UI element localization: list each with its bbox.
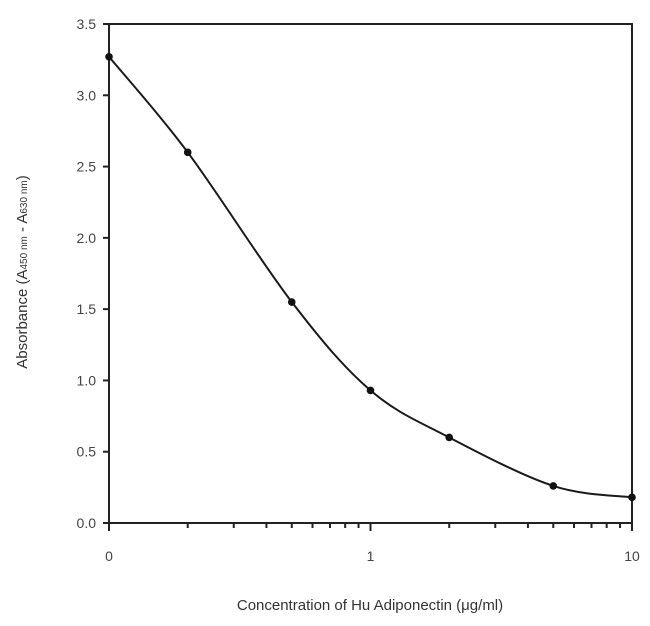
data-point (549, 482, 558, 490)
data-point (105, 52, 113, 61)
data-points (105, 52, 636, 502)
y-tick-label: 3.0 (77, 87, 97, 103)
data-point (183, 148, 192, 157)
x-axis: 0 1 10 (105, 523, 640, 564)
x-tick-label: 1 (367, 548, 375, 564)
data-point (287, 298, 296, 306)
y-tick-label: 2.0 (77, 230, 97, 246)
x-tick-label: 0 (105, 548, 113, 564)
y-tick-label: 0.5 (77, 444, 97, 460)
y-tick-label: 1.0 (77, 372, 97, 388)
data-point (628, 493, 636, 502)
x-axis-title: Concentration of Hu Adiponectin (μg/ml) (237, 597, 503, 614)
y-tick-label: 3.5 (77, 16, 97, 32)
plot-frame (108, 23, 633, 524)
data-line (108, 56, 633, 499)
x-tick-label: 10 (624, 548, 640, 564)
y-tick-label: 2.5 (77, 159, 97, 175)
y-axis: 0.0 0.5 1.0 1.5 2.0 2.5 3.0 3.5 (77, 16, 109, 531)
y-axis-title: Absorbance (A450 nm - A630 nm) (14, 175, 31, 368)
data-point (366, 386, 375, 395)
y-tick-label: 0.0 (77, 515, 97, 531)
data-point (445, 433, 454, 442)
y-tick-label: 1.5 (77, 301, 97, 317)
